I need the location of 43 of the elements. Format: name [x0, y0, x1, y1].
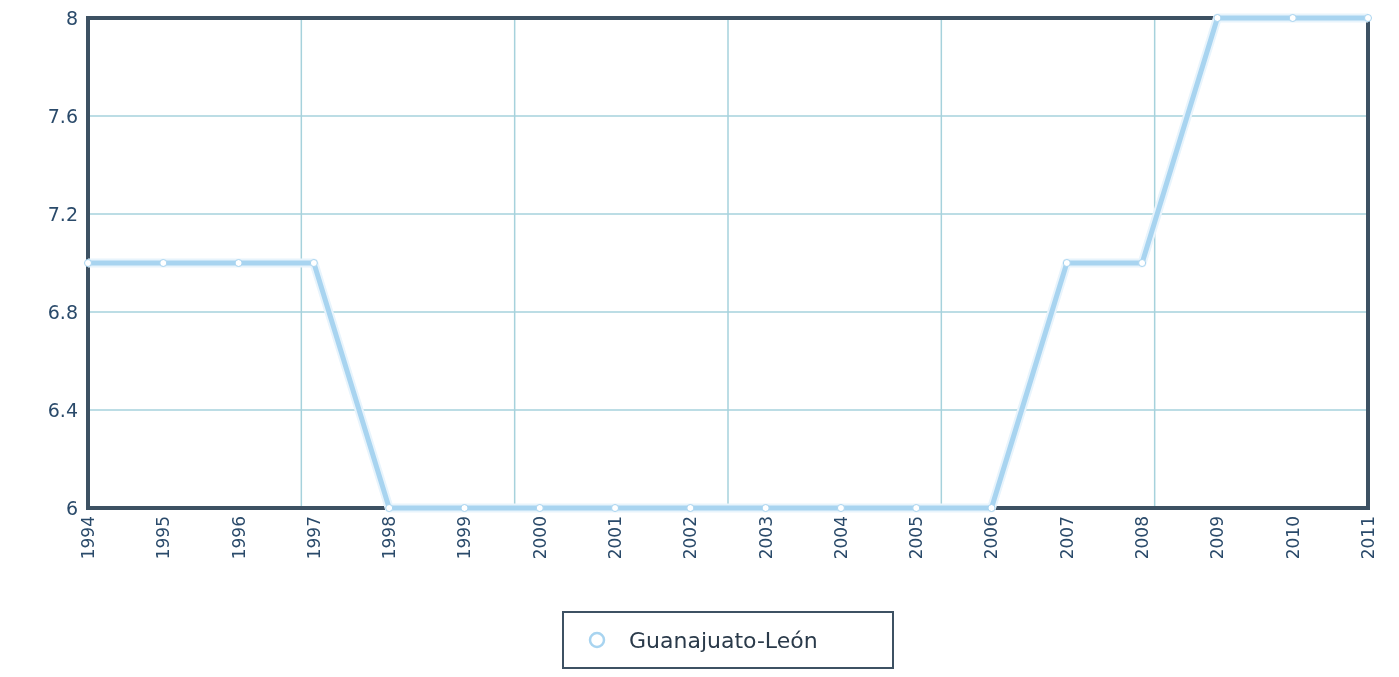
x-tick-label: 2003 — [755, 516, 776, 560]
point — [836, 504, 845, 512]
x-tick-label: 2009 — [1207, 516, 1228, 560]
y-tick-label: 6.4 — [47, 398, 78, 421]
point — [1062, 259, 1071, 267]
point — [1213, 14, 1222, 22]
point — [159, 259, 168, 267]
point — [1138, 259, 1147, 267]
point — [385, 504, 394, 512]
point — [611, 504, 620, 512]
x-tick-label: 2005 — [906, 516, 927, 560]
legend-label: Guanajuato-León — [629, 627, 818, 653]
x-tick-label: 2001 — [605, 516, 626, 560]
x-tick-label: 1997 — [303, 516, 324, 560]
x-tick-label: 1995 — [153, 516, 174, 560]
point — [761, 504, 770, 512]
x-tick-label: 2004 — [830, 516, 851, 560]
x-tick-label: 2011 — [1357, 516, 1378, 560]
x-tick-label: 2010 — [1282, 516, 1303, 560]
point — [1364, 14, 1372, 22]
point — [234, 259, 243, 267]
x-tick-label: 2007 — [1056, 516, 1077, 560]
y-tick-label: 7.2 — [47, 202, 78, 225]
point — [460, 504, 469, 512]
point — [84, 259, 92, 267]
x-tick-label: 2008 — [1132, 516, 1153, 560]
x-tick-label: 1998 — [379, 516, 400, 560]
x-tick-label: 2006 — [981, 516, 1002, 560]
point — [987, 504, 996, 512]
x-tick-label: 1996 — [228, 516, 249, 560]
y-tick-label: 7.6 — [47, 104, 78, 127]
point — [1288, 14, 1297, 22]
x-tick-label: 2002 — [680, 516, 701, 560]
point — [309, 259, 318, 267]
x-tick-label: 1994 — [77, 516, 98, 560]
y-tick-label: 6 — [65, 496, 78, 519]
y-tick-label: 8 — [65, 6, 78, 29]
x-tick-label: 2000 — [529, 516, 550, 560]
point — [535, 504, 544, 512]
y-tick-label: 6.8 — [47, 300, 78, 323]
point — [912, 504, 921, 512]
x-tick-label: 1999 — [454, 516, 475, 560]
point — [686, 504, 695, 512]
